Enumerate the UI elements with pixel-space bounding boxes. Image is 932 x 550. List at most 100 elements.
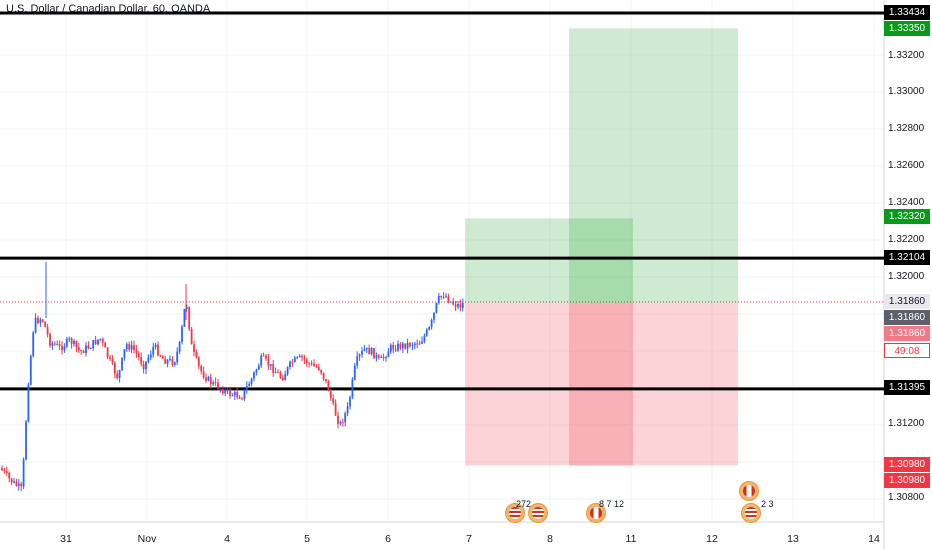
candle-body	[49, 334, 51, 346]
candle-body	[197, 357, 200, 366]
candle-body	[457, 304, 459, 307]
candle-body	[233, 391, 236, 396]
candle-body	[181, 326, 183, 342]
candle-body	[207, 376, 210, 381]
candle-body	[202, 371, 205, 378]
candle-body	[104, 342, 107, 348]
price-label-line-bottom[interactable]: 1.31395	[884, 380, 930, 395]
candle-body	[349, 397, 351, 407]
us-flag-event-icon[interactable]	[741, 503, 761, 523]
candle-body	[221, 388, 224, 394]
candle-body	[382, 357, 385, 359]
candle-body	[301, 355, 303, 358]
candle-body	[437, 295, 440, 304]
candle-body	[147, 357, 150, 362]
candle-body	[183, 308, 186, 327]
long-position-loss-zone	[569, 303, 738, 466]
candle-body	[63, 346, 66, 351]
candle-body	[128, 344, 131, 350]
candle-body	[272, 364, 275, 374]
candle-body	[15, 481, 18, 486]
candle-body	[85, 345, 87, 354]
candle-body	[399, 343, 402, 349]
candle-body	[449, 301, 452, 303]
x-tick-label: 31	[60, 533, 72, 545]
price-label-line-middle[interactable]: 1.32104	[884, 250, 930, 265]
candle-body	[303, 357, 306, 360]
candle-body	[231, 395, 234, 397]
y-tick-label: 1.30800	[888, 492, 925, 503]
candle-body	[80, 350, 83, 352]
y-tick-label: 1.32800	[888, 123, 925, 134]
candle-body	[250, 378, 253, 384]
candle-body	[293, 357, 296, 363]
candle-body	[178, 341, 181, 352]
candle-body	[133, 345, 135, 350]
candle-body	[274, 372, 277, 374]
x-tick-label: 4	[224, 533, 230, 545]
candle-body	[397, 343, 399, 351]
candle-body	[149, 354, 152, 358]
candle-body	[281, 377, 284, 381]
price-label-line-top[interactable]: 1.33434	[884, 5, 930, 20]
candle-body	[116, 373, 119, 379]
canada-flag-event-icon[interactable]	[586, 503, 606, 523]
candle-body	[17, 483, 20, 486]
candle-body	[409, 342, 411, 347]
candle-body	[3, 470, 6, 472]
us-flag-event-icon[interactable]	[505, 503, 525, 523]
candle-body	[310, 363, 313, 365]
candle-body	[389, 344, 392, 352]
candle-body	[394, 349, 397, 351]
x-tick-label: 5	[304, 533, 310, 545]
candle-body	[214, 382, 217, 384]
candle-body	[20, 483, 23, 487]
candle-body	[70, 338, 73, 344]
candle-body	[423, 335, 426, 342]
price-label-stop-2: 1.30980	[884, 473, 930, 488]
candle-body	[245, 386, 248, 390]
x-tick-label: 8	[547, 533, 553, 545]
candle-body	[68, 338, 71, 340]
candle-body	[380, 357, 383, 359]
candle-body	[291, 361, 294, 363]
candle-body	[39, 319, 42, 324]
candle-body	[82, 351, 85, 354]
candle-body	[125, 344, 128, 350]
x-tick-label: 12	[706, 533, 718, 545]
candle-body	[322, 372, 325, 380]
candle-body	[238, 397, 241, 399]
event-count: 8 7 12	[599, 499, 625, 509]
candle-body	[118, 370, 121, 379]
candle-body	[140, 357, 143, 364]
y-tick-label: 1.33200	[888, 50, 925, 61]
candle-body	[269, 364, 272, 366]
us-flag-event-icon[interactable]	[528, 503, 548, 523]
candle-body	[226, 389, 229, 391]
candle-body	[430, 319, 433, 328]
price-label-last: 1.31860	[884, 326, 930, 341]
candle-body	[313, 363, 315, 367]
candle-body	[157, 344, 159, 356]
candle-body	[87, 345, 90, 349]
candle-body	[109, 357, 111, 359]
candle-body	[101, 338, 104, 343]
candle-body	[5, 471, 8, 473]
candle-body	[267, 358, 270, 366]
candle-body	[260, 355, 263, 366]
candle-body	[188, 306, 191, 329]
canada-flag-event-icon[interactable]	[739, 481, 759, 501]
candle-body	[339, 421, 342, 424]
candle-body	[29, 355, 32, 385]
candle-body	[75, 340, 78, 348]
candle-body	[145, 361, 147, 370]
candle-body	[351, 379, 354, 398]
candle-body	[361, 350, 363, 355]
candle-body	[334, 403, 337, 416]
candle-body	[123, 349, 126, 358]
candle-body	[327, 381, 330, 392]
candle-body	[94, 340, 97, 345]
candle-body	[34, 317, 37, 333]
bar-countdown: 49:08	[884, 343, 930, 358]
